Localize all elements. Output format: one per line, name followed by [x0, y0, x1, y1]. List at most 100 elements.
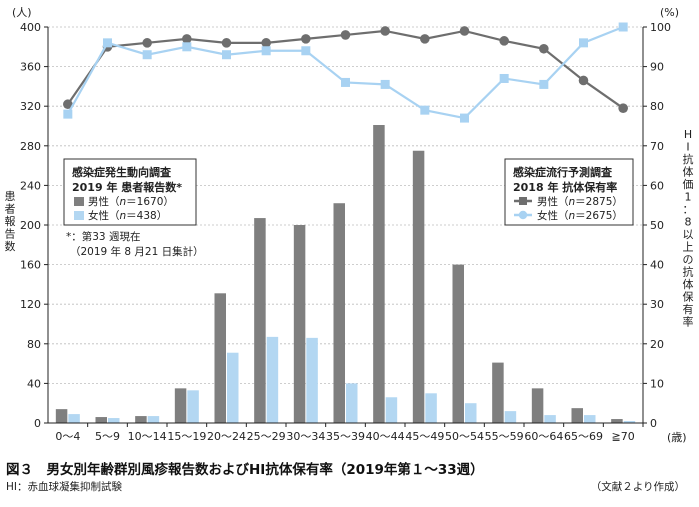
- bar-male: [571, 408, 583, 423]
- x-tick-label: 25～29: [247, 430, 286, 443]
- bar-female: [584, 415, 596, 423]
- marker-female: [499, 73, 509, 83]
- x-tick-label: 30～34: [286, 430, 325, 443]
- left-tick-label: 400: [20, 21, 41, 34]
- x-tick-label: 35～39: [326, 430, 365, 443]
- line-series: [63, 22, 628, 123]
- marker-female: [301, 46, 311, 56]
- bar-female: [227, 352, 239, 423]
- right-axis-label-char: 有: [683, 302, 694, 316]
- bar-male: [531, 388, 544, 423]
- left-tick-label: 160: [20, 259, 41, 272]
- legend-right: 感染症流行予測調査 2018 年 抗体保有率 男性（n＝2875） 女性（n＝2…: [504, 158, 634, 226]
- subcaption-right: （文献２より作成）: [590, 481, 685, 493]
- marker-male: [459, 26, 470, 36]
- axes: 0 40 80 120 160 200 240 280 320 360 400 0 10 20 30 40 50…: [20, 21, 671, 443]
- legend-right-title1: 感染症流行予測調査: [513, 165, 612, 179]
- left-tick-label: 280: [20, 140, 41, 153]
- right-axis-label-char: 上: [683, 241, 694, 254]
- right-axis-label-char: H: [684, 128, 692, 141]
- right-axis-label-char: 価: [683, 178, 694, 191]
- right-axis-label-char: 抗: [683, 265, 694, 279]
- right-tick-label: 50: [650, 219, 664, 232]
- marker-male: [182, 34, 192, 44]
- legend-male-bar-swatch: [74, 197, 84, 206]
- left-tick-label: 200: [20, 219, 41, 232]
- bar-male: [611, 419, 623, 423]
- marker-male: [499, 36, 509, 46]
- bar-male: [333, 203, 345, 423]
- right-axis-unit: (%): [660, 6, 679, 19]
- right-axis-label-char: 体: [683, 165, 694, 179]
- right-axis-label-char: ：: [683, 203, 694, 216]
- left-axis-label-char: 告: [5, 228, 16, 241]
- x-tick-label: 55～59: [485, 430, 524, 443]
- x-tick-label: 65～69: [564, 430, 603, 443]
- x-tick-label: 10～14: [128, 430, 167, 443]
- right-axis-label-char: 体: [683, 277, 694, 291]
- bar-female: [346, 383, 358, 423]
- legend-left-title1: 感染症発生動向調査: [72, 165, 171, 179]
- bar-male: [373, 125, 385, 423]
- bar-male: [55, 409, 68, 423]
- right-tick-label: 30: [650, 298, 664, 311]
- left-tick-label: 0: [34, 417, 41, 430]
- bar-male: [135, 416, 147, 423]
- right-tick-label: 100: [650, 21, 671, 34]
- x-tick-label: 40～44: [366, 430, 405, 443]
- left-tick-label: 80: [27, 338, 41, 351]
- bar-female: [465, 403, 477, 423]
- marker-male: [301, 34, 311, 44]
- left-axis-label-char: 数: [5, 240, 16, 253]
- marker-female: [103, 38, 112, 48]
- legend-right-title2: 2018 年 抗体保有率: [513, 180, 617, 194]
- left-tick-label: 360: [20, 61, 41, 74]
- legend-male-line-marker: [519, 197, 527, 205]
- right-axis-label-char: 率: [683, 315, 694, 329]
- right-axis-label-char: I: [686, 141, 689, 154]
- bar-female: [544, 415, 556, 423]
- marker-male: [578, 75, 589, 86]
- legend-left-title2: 2019 年 患者報告数*: [72, 180, 182, 194]
- x-tick-label: 45～49: [405, 430, 444, 443]
- bar-male: [214, 293, 226, 423]
- x-tick-label: 50～54: [445, 430, 484, 443]
- x-tick-label: 5～9: [95, 430, 120, 443]
- left-axis-label-char: 患: [5, 190, 16, 203]
- bar-female: [504, 411, 517, 423]
- bar-female: [306, 337, 318, 423]
- legend-female-bar-swatch: [74, 211, 84, 220]
- bars: [55, 125, 636, 423]
- bar-male: [95, 417, 107, 423]
- legend-female-line-marker: [518, 210, 528, 220]
- bar-female: [385, 397, 398, 423]
- marker-male: [340, 30, 351, 40]
- bar-male: [174, 388, 187, 423]
- right-tick-label: 80: [650, 100, 664, 113]
- bar-male: [412, 150, 425, 423]
- marker-male: [420, 34, 430, 44]
- legend-left-note2: （2019 年 8 月21 日集計）: [70, 245, 204, 258]
- right-tick-label: 0: [650, 417, 657, 430]
- marker-male: [380, 26, 390, 36]
- x-tick-label: 15～19: [167, 430, 206, 443]
- marker-female: [341, 77, 350, 87]
- left-axis-label-char: 者: [5, 203, 16, 216]
- right-tick-label: 70: [650, 140, 664, 153]
- marker-male: [63, 99, 73, 110]
- chart: 0408012016020024028032036040001020304050…: [5, 6, 694, 444]
- right-axis-label-char: 抗: [683, 152, 694, 166]
- legend-right-item-female: 女性（n＝2675）: [537, 209, 623, 222]
- left-tick-label: 40: [27, 377, 41, 390]
- right-axis-label-char: の: [683, 253, 694, 266]
- left-axis-unit: (人): [12, 6, 32, 19]
- bar-female: [108, 418, 120, 423]
- bar-female: [266, 336, 279, 423]
- bar-female: [68, 414, 80, 423]
- x-tick-label: 20～24: [207, 430, 246, 443]
- legend-left-note1: *：第33 週現在: [66, 230, 140, 243]
- right-axis-label-char: 以: [683, 228, 694, 241]
- x-tick-label: 0～4: [55, 430, 80, 443]
- marker-female: [460, 113, 469, 123]
